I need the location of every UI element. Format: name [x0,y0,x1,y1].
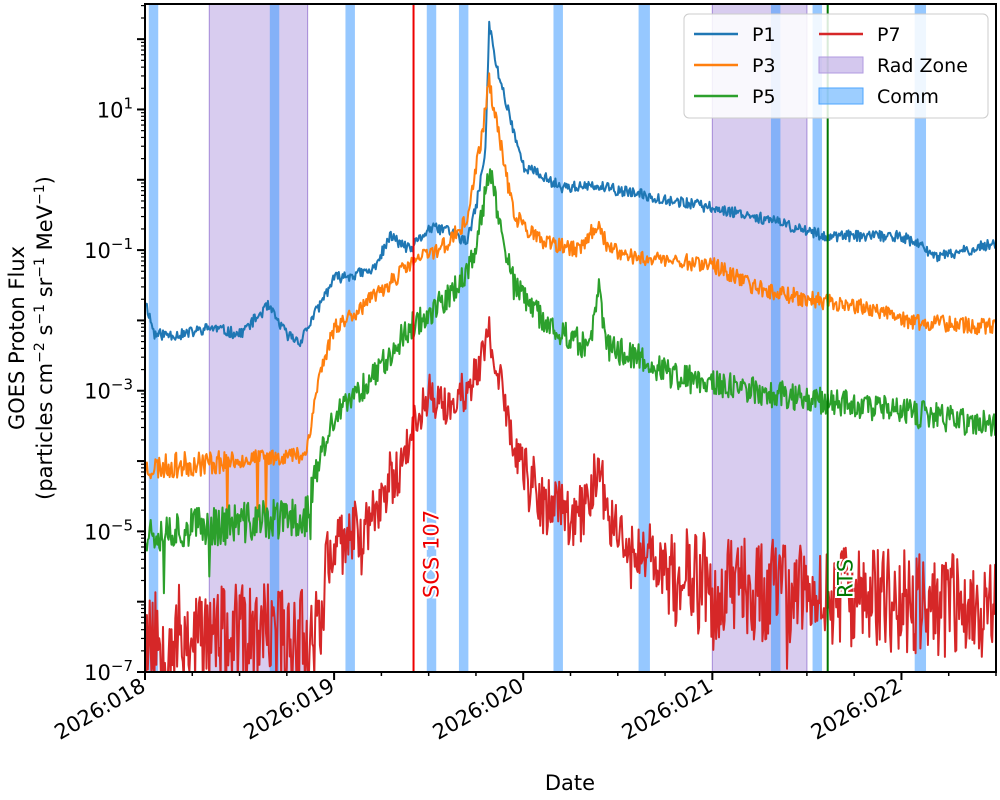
y-label-part: −1 [32,304,48,325]
x-axis-label: Date [545,771,595,795]
y-tick-exponent: −7 [111,657,133,675]
legend: P1 P3 P5 P7 Rad Zone Comm [683,13,989,119]
legend-label-p3: P3 [752,55,776,77]
y-tick-exponent: −1 [111,235,133,253]
y-label-part: −2 [32,342,48,363]
x-tick-label: 2026:021 [618,674,717,745]
series-line-p5 [145,168,996,595]
x-tick-label: 2026:019 [239,674,338,745]
y-tick-base: 10 [84,520,111,544]
comm-window-band-2 [345,4,355,672]
legend-label-p1: P1 [752,24,776,46]
y-label-part: −1 [32,257,48,278]
event-label-scs-107: SCS 107 [420,510,444,598]
comm-window-band-6 [638,4,650,672]
y-tick-base: 10 [84,661,111,685]
y-tick-exponent: −5 [111,516,133,534]
y-tick-label: 101 [97,94,133,122]
y-tick-exponent: −3 [111,376,133,394]
y-tick-base: 10 [97,98,124,122]
comm-window-band-4 [458,4,469,672]
y-label-part: s [33,325,57,343]
legend-label-p7: P7 [877,24,901,46]
y-label-part: −1 [32,184,48,205]
y-tick-label: 10−7 [84,657,133,685]
x-tick-label: 2026:020 [429,674,528,745]
y-label-part: ) [33,176,57,184]
y-axis-label: GOES Proton Flux (particles cm−2 s−1 sr−… [5,176,57,500]
series-line-p1 [145,20,996,348]
y-label-part: MeV [33,204,57,257]
y-label-part: (particles cm [33,363,57,500]
legend-label-rad-zone: Rad Zone [877,55,968,77]
comm-window-band-8 [812,4,823,672]
comm-window-band-3 [426,4,437,672]
legend-label-comm: Comm [877,86,939,108]
y-label-part: sr [33,277,57,304]
x-tick-label: 2026:022 [807,674,906,745]
legend-swatch-rad-zone [818,56,864,74]
legend-swatch-comm [818,87,864,105]
comm-window-band-9 [914,4,927,672]
series-line-p7 [145,316,996,672]
event-label-rts: RTS [834,559,858,598]
y-tick-base: 10 [84,380,111,404]
y-tick-label: 10−3 [84,376,133,404]
y-axis-label-line1: GOES Proton Flux [5,246,29,430]
comm-window-band-1 [269,4,280,672]
legend-label-p5: P5 [752,86,776,108]
comm-window-band-7 [770,4,781,672]
y-tick-exponent: 1 [123,94,133,112]
y-tick-label: 10−5 [84,516,133,544]
x-axis: 2026:018 2026:019 2026:020 2026:021 2026:022 [50,672,997,745]
y-tick-base: 10 [84,239,111,263]
series-layer [145,20,996,672]
series-line-p3 [145,72,996,522]
y-axis-label-line2: (particles cm−2 s−1 sr−1 MeV−1) [32,176,57,500]
y-tick-label: 10−1 [84,235,133,263]
